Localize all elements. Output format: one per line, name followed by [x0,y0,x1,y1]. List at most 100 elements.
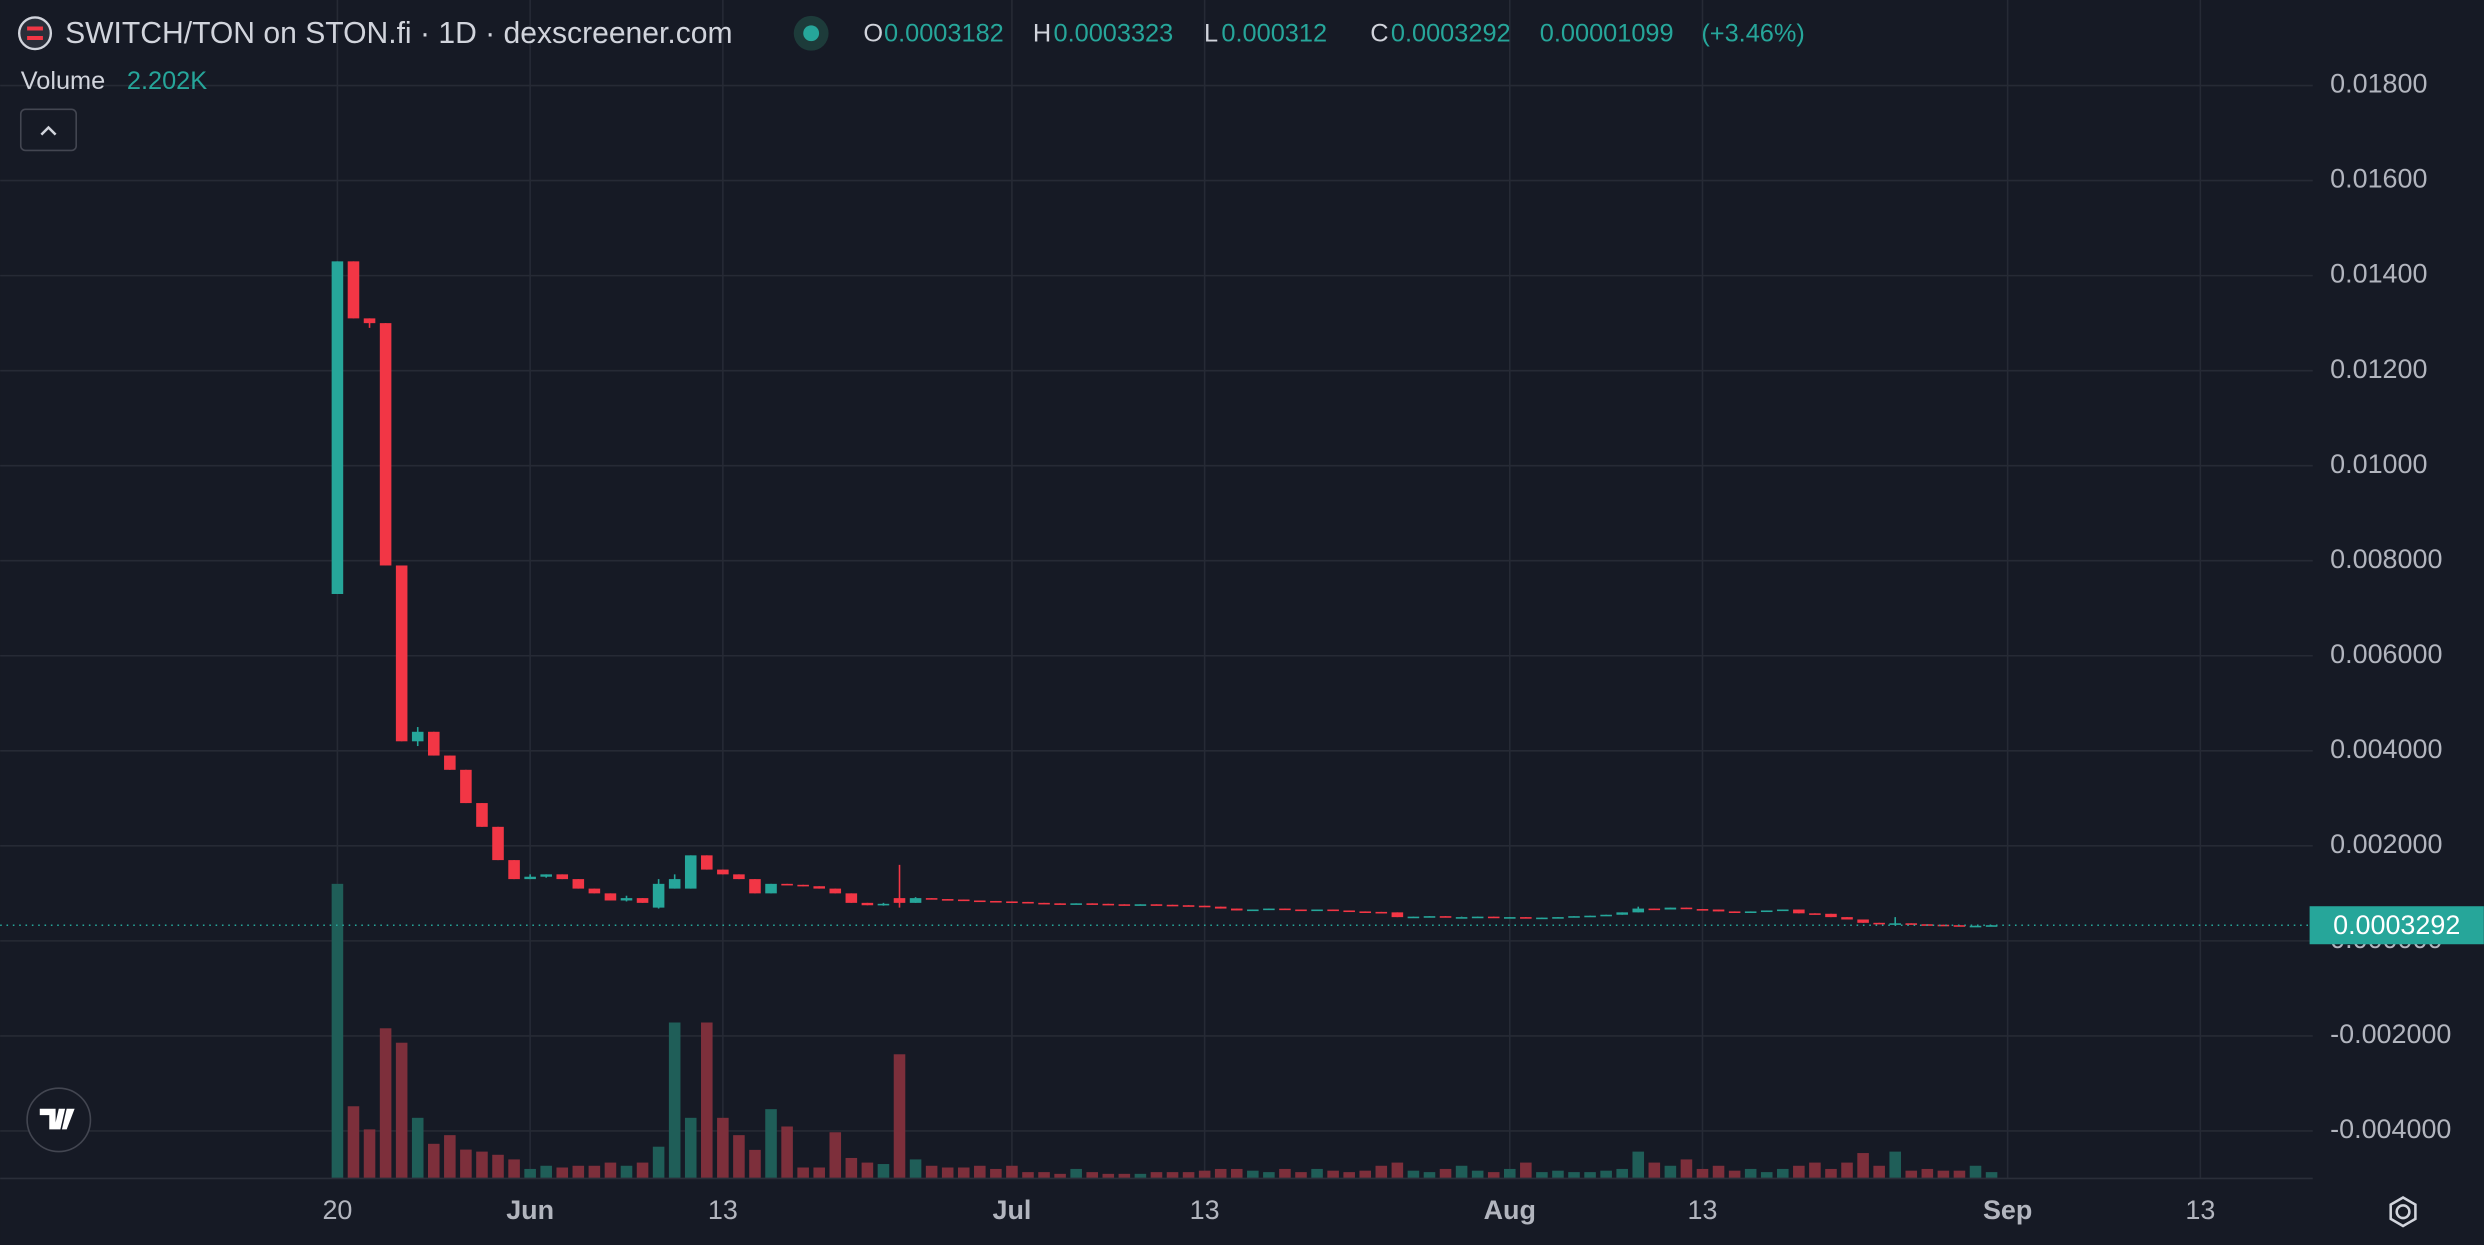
volume-bar [717,1117,729,1179]
volume-bar [1793,1165,1805,1179]
volume-bar [813,1167,825,1179]
candle-body [909,898,922,903]
volume-bar [1022,1172,1034,1179]
candle-body [1712,909,1725,912]
candle-body [1503,917,1516,919]
candle-body [701,855,713,870]
volume-bar [588,1165,601,1179]
candle-body [1343,910,1355,913]
volume-bar [1937,1170,1950,1179]
candle-body [1696,909,1709,911]
candle-body [1937,924,1950,927]
volume-bar [893,1054,906,1179]
candle-body [1295,909,1307,912]
collapse-button[interactable] [19,108,77,152]
volume-bar [861,1162,874,1179]
volume-bar [701,1022,713,1179]
settings-icon[interactable] [2389,1196,2417,1228]
volume-bar [540,1165,552,1179]
volume-bar [733,1135,745,1179]
y-tick-label: -0.004000 [2330,1114,2451,1144]
candle-body [813,886,825,889]
candle-body [1873,922,1885,925]
volume-bar [1552,1170,1564,1179]
volume-bar [1503,1168,1516,1179]
x-tick-label: 13 [2185,1195,2215,1225]
candle-body [1487,916,1500,919]
change: 0.00001099 [1540,20,1674,48]
volume-bar [1985,1172,1998,1179]
volume-bar [1648,1162,1661,1179]
candle-body [1118,904,1131,906]
ohlc-label: L [1204,20,1218,48]
volume-bar [1857,1153,1869,1179]
candle-body [1327,909,1339,912]
token-icon-mark [27,26,43,40]
candle-body [1648,908,1661,911]
y-tick-label: 0.002000 [2330,829,2442,859]
candle-body [957,899,970,902]
candle-body [524,876,536,880]
volume-value: 2.202K [127,67,207,95]
volume-bar [444,1135,456,1179]
volume-bar [1343,1172,1355,1179]
volume-bar [1760,1172,1773,1179]
volume-bar [1439,1168,1452,1179]
candle-layer [331,261,1998,928]
y-tick-label: 0.01200 [2330,354,2427,384]
candle-body [1520,917,1532,919]
volume-bar [1536,1172,1548,1179]
volume-bar [379,1028,392,1179]
candle-body [1825,913,1837,918]
x-tick-label: Jun [506,1195,554,1225]
candle-body [1455,917,1468,919]
x-tick-label: 13 [1190,1195,1220,1225]
volume-title: Volume [21,67,105,95]
x-tick-label: 13 [708,1195,738,1225]
candle-body [1279,908,1291,911]
volume-bar [1423,1172,1436,1179]
ohlc-label: H [1033,20,1051,48]
volume-bar [1969,1165,1982,1179]
candle-body [797,884,809,887]
volume-bar [395,1042,408,1179]
candle-body [347,261,360,319]
candle-body [1182,905,1195,907]
volume-bar [1632,1151,1645,1179]
x-tick-label: Aug [1484,1195,1536,1225]
candle-body [1247,909,1259,912]
volume-bar [363,1129,376,1179]
volume-bar [1777,1168,1789,1179]
candle-body [588,888,601,894]
candle-body [893,898,906,903]
candle-body [1102,903,1115,906]
candle-body [1809,913,1821,915]
volume-bar [1198,1170,1211,1179]
volume-bar [1889,1151,1901,1179]
last-price-tag [2309,906,2484,945]
ohlc-label: O [863,20,883,48]
volume-bar [492,1154,504,1179]
candle-body [1632,908,1645,913]
candle-body [1969,925,1982,928]
volume-layer [331,883,1998,1179]
volume-bar [1841,1162,1853,1179]
candle-body [1263,908,1275,911]
volume-bar [1230,1168,1243,1179]
candle-body [1391,912,1404,918]
candle-body [1985,925,1998,927]
candle-body [1407,916,1420,919]
volume-bar [1150,1172,1163,1179]
volume-bar [749,1149,761,1179]
volume-bar [1616,1168,1628,1179]
collapse-chevron [40,125,57,136]
logo [39,1108,75,1130]
candle-body [620,898,633,901]
volume-bar [1744,1168,1757,1179]
ohlc-value: 0.000312 [1221,20,1327,48]
y-tick-label: -0.002000 [2330,1019,2451,1049]
candle-body [1214,906,1227,909]
candle-body [990,900,1002,903]
candle-body [444,755,456,770]
